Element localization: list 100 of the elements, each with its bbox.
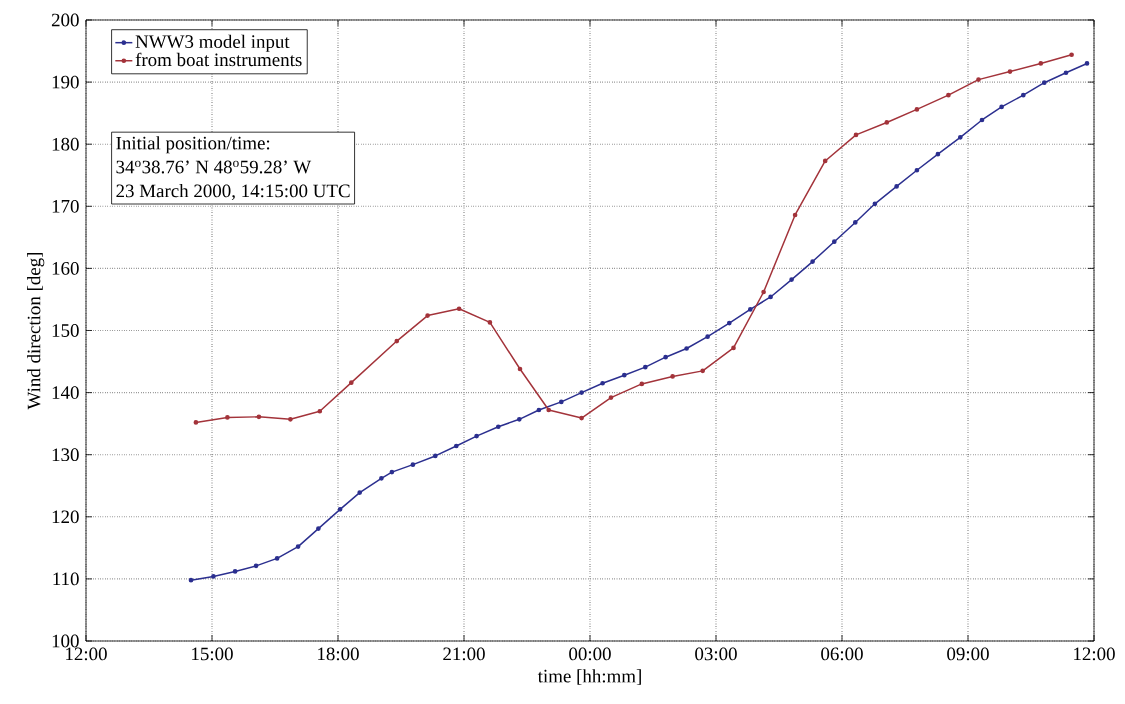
point — [1007, 69, 1013, 74]
point — [317, 408, 323, 414]
point — [232, 569, 238, 574]
point — [747, 307, 753, 312]
point — [976, 77, 981, 82]
point — [761, 289, 766, 295]
point — [914, 167, 920, 173]
x-tick-label: 03:00 — [695, 647, 737, 661]
x-tick-label: 09:00 — [947, 647, 989, 661]
point — [193, 420, 199, 425]
point — [822, 158, 828, 164]
y-tick-label: 200 — [51, 13, 79, 27]
point — [337, 507, 343, 512]
y-tick-label: 100 — [52, 634, 79, 648]
point — [495, 424, 501, 430]
y-tick-label: 110 — [53, 572, 79, 586]
legend-label: NWW3 model input — [135, 34, 290, 52]
point — [894, 184, 899, 189]
legend-label: from boat instruments — [135, 52, 302, 67]
point — [1020, 92, 1026, 98]
point — [211, 574, 216, 579]
point — [295, 544, 301, 549]
point — [389, 469, 395, 475]
point — [999, 104, 1004, 110]
point — [379, 475, 384, 481]
point — [274, 556, 280, 561]
annotation: 23 March 2000, 14:15:00 UTC — [116, 183, 350, 201]
y-tick-label: 130 — [52, 448, 79, 462]
x-tick-label: 21:00 — [443, 647, 485, 661]
point — [705, 334, 710, 340]
point — [348, 380, 354, 385]
point — [579, 390, 584, 395]
x-tick-label: 12:00 — [66, 647, 107, 661]
point — [1063, 70, 1069, 76]
point — [546, 407, 552, 413]
point — [872, 201, 878, 207]
point — [579, 415, 584, 421]
x-tick-label: 06:00 — [821, 647, 863, 661]
point — [726, 320, 732, 326]
point — [600, 380, 605, 386]
point — [639, 381, 645, 387]
point — [1041, 80, 1047, 86]
y-axis-title: Wind direction [deg] — [27, 252, 45, 410]
point — [1069, 52, 1074, 58]
point — [914, 107, 920, 112]
point — [935, 151, 941, 157]
point — [884, 120, 890, 125]
annotation: 34$^{o}$38.76’ N 48$^{o}$59.28’ W — [116, 160, 312, 174]
point — [810, 259, 815, 264]
y-tick-label: 140 — [52, 386, 79, 399]
point — [792, 212, 798, 218]
y-tick-label: 190 — [52, 75, 79, 89]
point — [316, 526, 321, 531]
point — [487, 320, 493, 325]
annotation: Initial position/time: — [116, 136, 270, 154]
point — [700, 368, 706, 374]
point — [456, 306, 462, 312]
point — [256, 414, 262, 420]
y-tick-label: 150 — [52, 324, 79, 337]
point — [558, 399, 564, 405]
point — [663, 354, 668, 360]
point — [536, 407, 542, 413]
point — [853, 132, 859, 138]
point — [731, 345, 736, 351]
x-tick-label: 18:00 — [318, 647, 359, 661]
point — [425, 313, 430, 318]
y-tick-label: 120 — [52, 510, 79, 524]
x-tick-label: 00:00 — [569, 647, 611, 661]
point — [1038, 61, 1044, 66]
point — [670, 374, 675, 379]
point — [946, 92, 951, 98]
point — [288, 416, 293, 422]
point — [516, 416, 522, 422]
point — [684, 346, 689, 351]
y-tick-label: 180 — [52, 137, 79, 151]
point — [852, 220, 858, 225]
y-tick-label: 160 — [52, 262, 79, 275]
point — [394, 338, 400, 344]
point — [188, 577, 194, 583]
x-tick-label: 12:00 — [1074, 647, 1115, 661]
point — [979, 117, 985, 123]
point — [642, 364, 648, 370]
point — [621, 372, 627, 378]
point — [831, 239, 837, 245]
point — [768, 294, 773, 300]
point — [410, 462, 416, 467]
point — [517, 366, 523, 372]
point — [225, 415, 230, 420]
point — [453, 443, 459, 449]
point — [957, 135, 963, 140]
y-tick-label: 170 — [52, 199, 79, 213]
point — [357, 490, 363, 495]
point — [253, 563, 259, 569]
x-axis-title: time [hh:mm] — [537, 669, 641, 685]
point — [789, 277, 794, 282]
point — [1084, 61, 1090, 66]
point — [474, 433, 479, 439]
point — [608, 395, 614, 400]
point — [432, 453, 438, 459]
x-tick-label: 15:00 — [192, 647, 233, 661]
